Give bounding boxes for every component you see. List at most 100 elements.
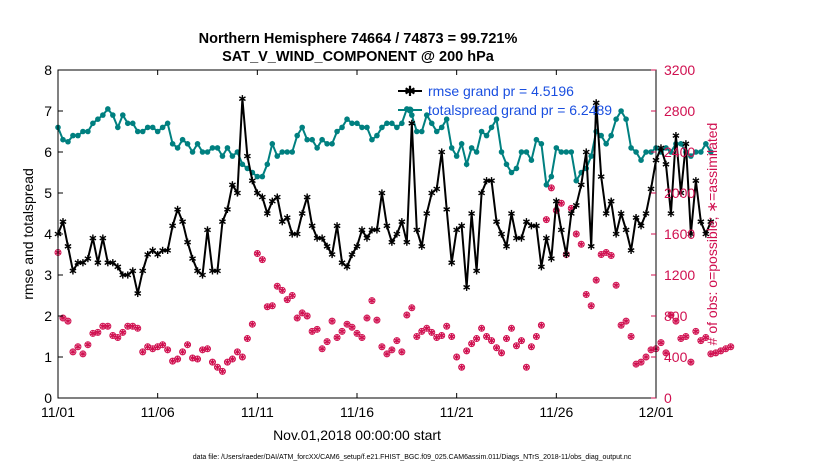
- totalspread-point: [115, 124, 121, 131]
- obs-assimilated-point: [488, 338, 495, 344]
- obs-assimilated-point: [309, 328, 315, 334]
- obs-possible-point: [179, 348, 187, 356]
- rmse-point: [692, 177, 700, 185]
- rmse-point: [378, 189, 386, 197]
- rmse-point: [373, 226, 381, 234]
- totalspread-point: [159, 124, 166, 131]
- obs-assimilated-point: [75, 344, 81, 350]
- totalspread-point: [538, 141, 545, 147]
- totalspread-point: [523, 149, 530, 155]
- rmse-point: [99, 234, 107, 242]
- obs-assimilated-point: [454, 354, 460, 360]
- obs-assimilated-point: [334, 334, 340, 341]
- obs-assimilated-point: [219, 368, 226, 374]
- obs-possible-point: [697, 337, 705, 345]
- rmse-point: [59, 218, 67, 226]
- rmse-point: [213, 267, 221, 275]
- totalspread-point: [588, 153, 595, 159]
- obs-assimilated-point: [608, 252, 614, 259]
- totalspread-point: [703, 141, 709, 147]
- obs-assimilated-point: [414, 333, 420, 340]
- totalspread-point: [169, 141, 176, 147]
- obs-possible-point: [498, 349, 506, 357]
- obs-assimilated-point: [708, 351, 714, 357]
- obs-possible-point: [403, 311, 411, 319]
- totalspread-point: [354, 120, 360, 127]
- rmse-point: [204, 226, 211, 234]
- legend-spread-marker: [406, 106, 414, 114]
- obs-assimilated-point: [65, 318, 71, 324]
- obs-assimilated-point: [199, 347, 206, 353]
- totalspread-point: [349, 120, 355, 127]
- obs-possible-point: [478, 324, 486, 332]
- obs-possible-point: [692, 327, 700, 335]
- rmse-point: [597, 173, 605, 181]
- obs-assimilated-point: [155, 344, 161, 350]
- chart-title: Northern Hemisphere 74664 / 74873 = 99.7…: [199, 31, 518, 47]
- y-right-tick-label: 2000: [664, 185, 695, 201]
- rmse-point: [428, 189, 436, 197]
- obs-assimilated-point: [678, 335, 684, 342]
- obs-assimilated-point: [274, 283, 280, 289]
- obs-possible-point: [208, 358, 216, 366]
- obs-possible-point: [288, 292, 296, 299]
- totalspread-point: [110, 112, 116, 118]
- rmse-point: [94, 259, 102, 267]
- obs-assimilated-point: [369, 298, 375, 304]
- obs-possible-point: [253, 249, 261, 257]
- obs-assimilated-point: [234, 349, 241, 355]
- rmse-point: [438, 148, 446, 156]
- obs-possible-point: [488, 337, 496, 345]
- obs-assimilated-point: [264, 304, 270, 310]
- obs-possible-point: [139, 348, 147, 356]
- obs-possible-point: [273, 282, 281, 290]
- obs-assimilated-point: [439, 332, 445, 339]
- totalspread-point: [189, 149, 196, 155]
- obs-possible-point: [592, 276, 600, 284]
- legend-spread-label: totalspread grand pr = 6.2489: [428, 102, 612, 118]
- obs-assimilated-point: [284, 297, 290, 303]
- obs-possible-point: [667, 311, 675, 319]
- obs-assimilated-point: [299, 310, 305, 316]
- obs-possible-point: [532, 333, 540, 340]
- obs-possible-point: [607, 252, 615, 260]
- obs-assimilated-point: [140, 349, 146, 355]
- obs-assimilated-point: [115, 334, 121, 341]
- obs-possible-point: [114, 334, 122, 342]
- x-axis-label: Nov.01,2018 00:00:00 start: [273, 427, 441, 443]
- totalspread-point: [144, 124, 151, 131]
- rmse-point: [478, 189, 486, 197]
- totalspread-point: [488, 124, 495, 131]
- obs-assimilated-point: [713, 350, 719, 356]
- totalspread-point: [668, 149, 674, 155]
- totalspread-point: [513, 165, 520, 172]
- obs-assimilated-point: [239, 354, 245, 360]
- obs-possible-point: [517, 337, 525, 345]
- obs-assimilated-point: [339, 328, 345, 334]
- rmse-point: [443, 205, 451, 213]
- obs-assimilated-point: [120, 329, 126, 335]
- totalspread-point: [548, 173, 555, 180]
- totalspread-point: [264, 161, 271, 168]
- obs-assimilated-point: [523, 364, 530, 370]
- obs-assimilated-point: [683, 333, 689, 340]
- obs-possible-point: [527, 343, 535, 351]
- totalspread-point: [573, 177, 580, 184]
- rmse-point: [587, 242, 595, 250]
- totalspread-point: [95, 116, 101, 122]
- totalspread-point: [678, 141, 684, 147]
- rmse-point: [423, 209, 431, 218]
- rmse-point: [577, 181, 585, 189]
- rmse-point: [298, 209, 306, 218]
- rmse-point: [433, 185, 441, 193]
- obs-possible-point: [423, 324, 431, 332]
- obs-possible-point: [627, 333, 635, 340]
- totalspread-point: [438, 124, 445, 131]
- obs-assimilated-point: [419, 328, 425, 334]
- obs-assimilated-point: [354, 330, 360, 337]
- obs-possible-point: [393, 337, 401, 345]
- obs-possible-point: [388, 346, 396, 354]
- y-right-tick-label: 1600: [664, 226, 695, 242]
- obs-assimilated-point: [668, 312, 674, 318]
- totalspread-point: [85, 128, 91, 135]
